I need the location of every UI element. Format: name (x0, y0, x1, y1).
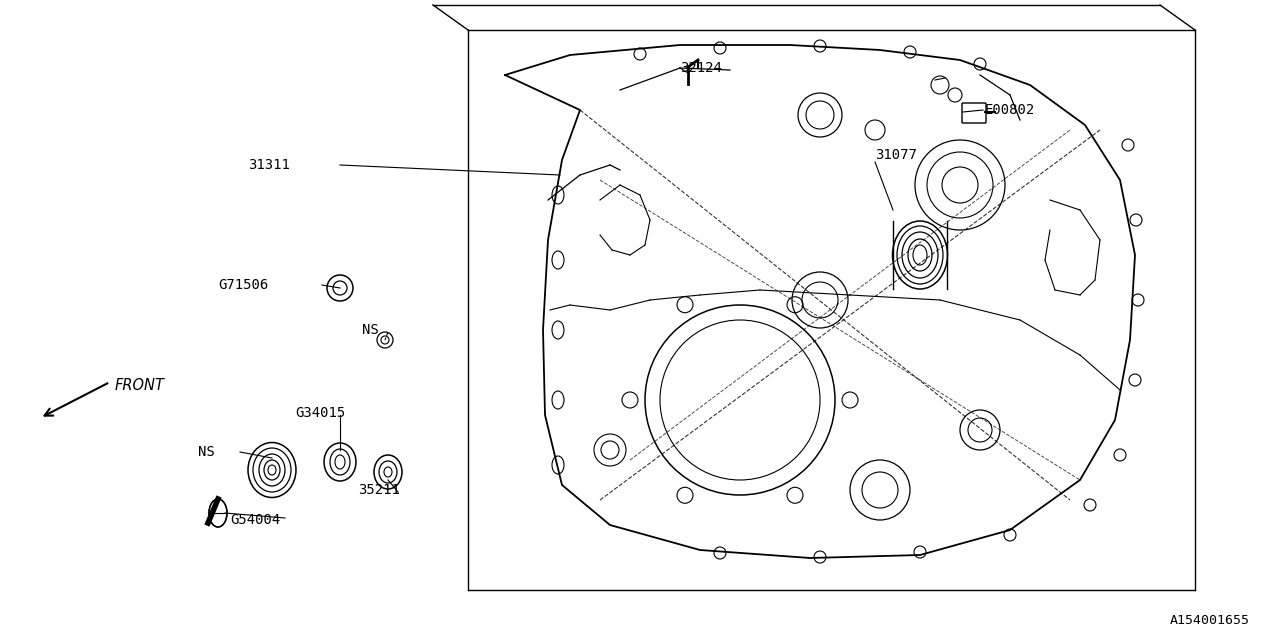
Text: G34015: G34015 (294, 406, 346, 420)
Text: NS: NS (198, 445, 215, 459)
Text: 31311: 31311 (248, 158, 289, 172)
Text: NS: NS (362, 323, 379, 337)
Circle shape (381, 336, 389, 344)
Text: G71506: G71506 (218, 278, 269, 292)
Text: 32124: 32124 (680, 61, 722, 75)
Ellipse shape (209, 499, 227, 527)
Text: 31077: 31077 (876, 148, 916, 162)
FancyBboxPatch shape (963, 103, 986, 123)
Text: E00802: E00802 (986, 103, 1036, 117)
Text: G54004: G54004 (230, 513, 280, 527)
Text: A154001655: A154001655 (1170, 614, 1251, 627)
Text: 35211: 35211 (358, 483, 399, 497)
Text: FRONT: FRONT (115, 378, 165, 392)
